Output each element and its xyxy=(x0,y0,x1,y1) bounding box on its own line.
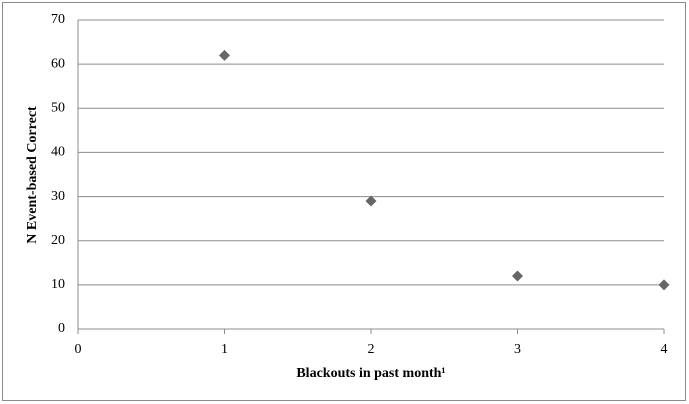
marker xyxy=(512,270,523,282)
x-tick-label: 1 xyxy=(221,342,228,357)
y-tick-label: 60 xyxy=(51,56,65,71)
y-tick-label: 10 xyxy=(51,277,65,292)
x-tick-label: 2 xyxy=(368,342,375,357)
marker xyxy=(219,49,230,61)
x-axis-title: Blackouts in past month¹ xyxy=(296,366,445,381)
y-tick-label: 30 xyxy=(51,189,65,204)
marker xyxy=(365,195,377,207)
marker xyxy=(658,279,670,291)
y-tick-label: 50 xyxy=(51,101,65,116)
y-tick-label: 70 xyxy=(51,12,65,27)
y-tick-label: 0 xyxy=(58,321,65,336)
x-tick-label: 3 xyxy=(514,342,521,357)
y-tick-label: 40 xyxy=(51,145,65,160)
x-tick-label: 0 xyxy=(75,342,82,357)
y-axis-title: N Event-based Correct xyxy=(25,106,40,244)
x-tick-label: 4 xyxy=(661,342,668,357)
y-tick-label: 20 xyxy=(51,233,65,248)
